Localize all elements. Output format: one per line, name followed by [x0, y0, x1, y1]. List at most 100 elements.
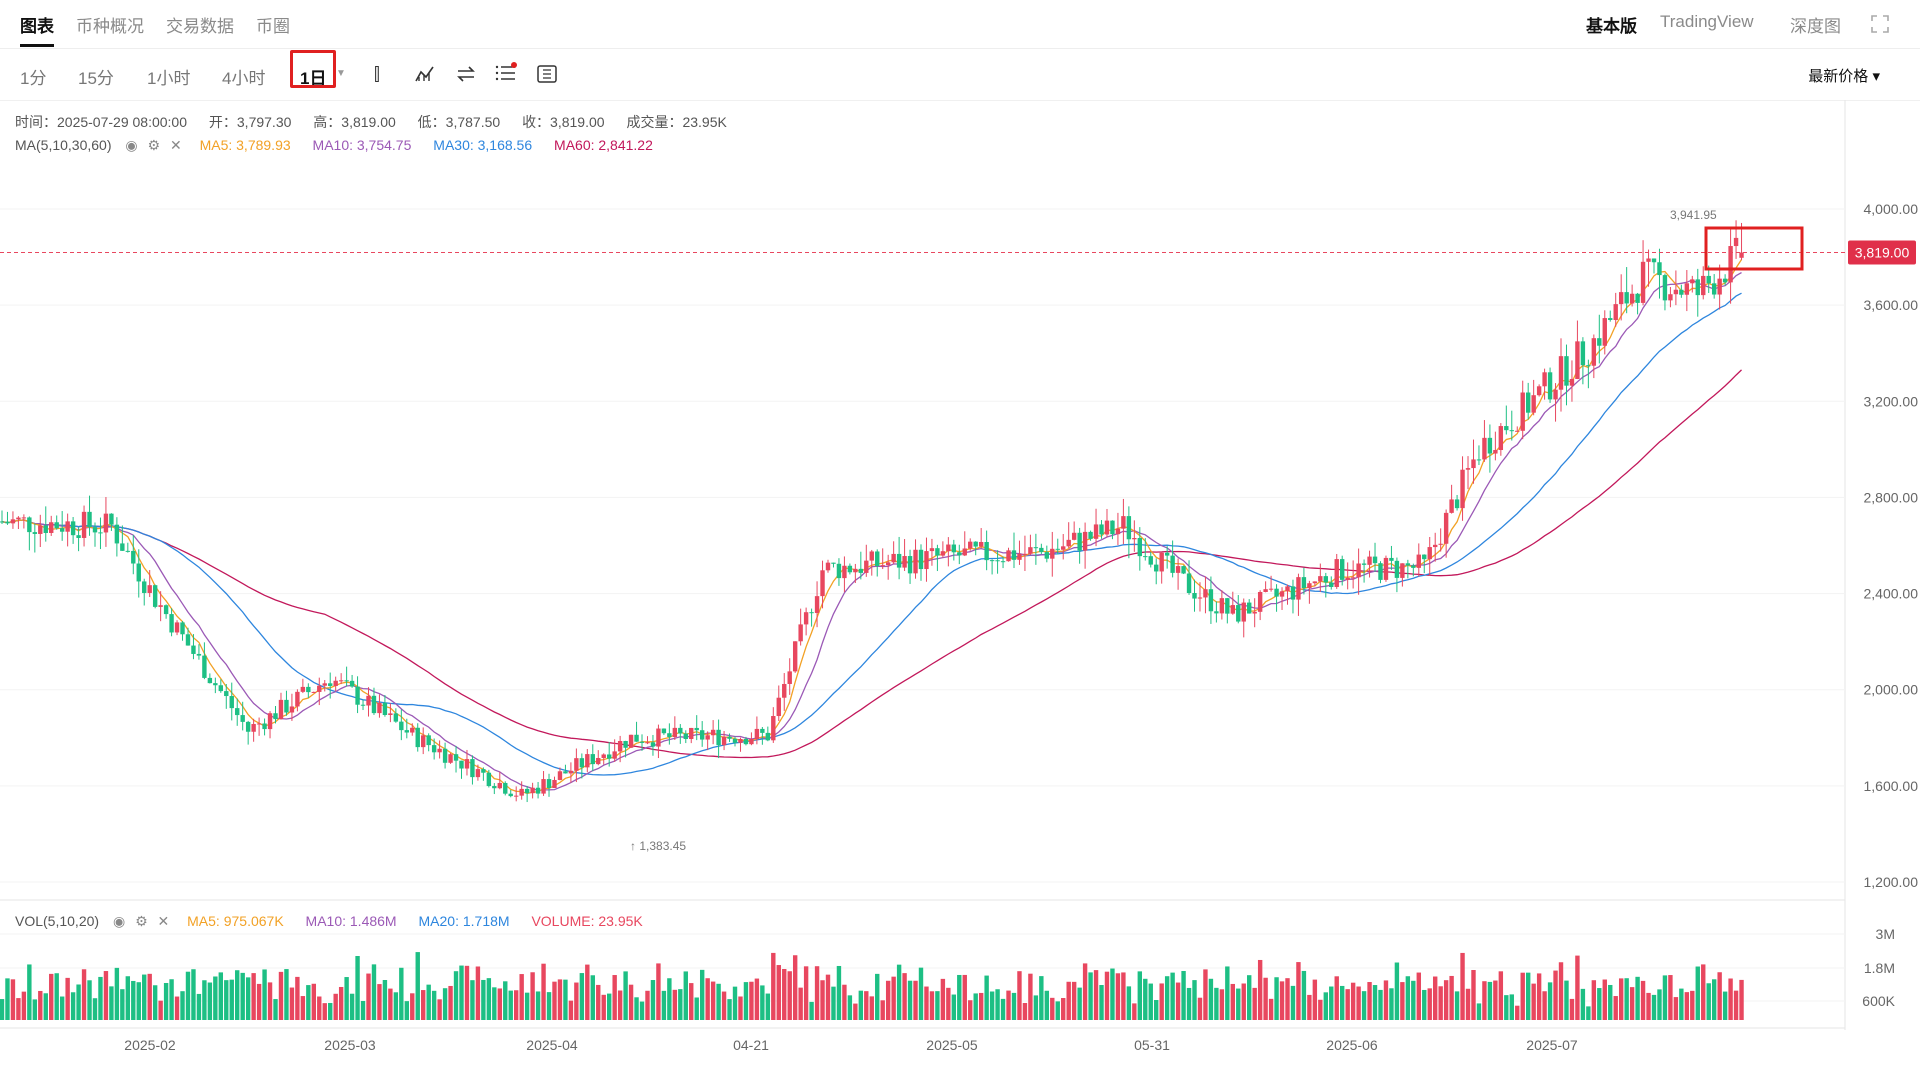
- interval-dropdown-icon[interactable]: ▼: [336, 68, 346, 79]
- fullscreen-icon[interactable]: [1870, 14, 1890, 34]
- volume-bar: [869, 996, 874, 1020]
- volume-bar: [1651, 994, 1657, 1020]
- candle-body: [672, 727, 678, 738]
- volume-bar: [1334, 976, 1339, 1020]
- time-tick: 2025-07: [1526, 1037, 1578, 1053]
- selected-interval-highlight: [290, 50, 336, 88]
- tab-tradingview[interactable]: TradingView: [1660, 12, 1754, 31]
- volume-bar: [38, 990, 43, 1020]
- settings-icon[interactable]: ⚙: [147, 137, 161, 153]
- candle-body: [1378, 563, 1383, 580]
- volume-bar: [853, 1003, 858, 1020]
- candle-body: [185, 634, 191, 646]
- price-type-select[interactable]: 最新价格 ▾: [1808, 68, 1880, 85]
- interval-15m[interactable]: 15分: [78, 69, 114, 88]
- candle-body: [1077, 532, 1082, 551]
- volume-bar: [120, 989, 125, 1020]
- volume-bar: [1132, 1003, 1137, 1020]
- candle-body: [1411, 565, 1416, 568]
- volume-bar: [1504, 995, 1509, 1020]
- interval-4h[interactable]: 4小时: [222, 69, 266, 88]
- candle-body: [1214, 611, 1219, 614]
- volume-bar: [1110, 968, 1115, 1020]
- eye-icon[interactable]: ◉: [125, 137, 138, 153]
- volume-bar: [782, 969, 787, 1020]
- tab-active-underline: [20, 44, 54, 47]
- candle-body: [1443, 512, 1449, 544]
- tab-coin-circle[interactable]: 币圈: [256, 17, 290, 36]
- price-axis: 4,000.00 3,600.00 3,200.00 2,800.00 2,400.00…: [0, 201, 1918, 1009]
- volume-bar: [968, 1000, 973, 1020]
- candle-body: [207, 677, 213, 684]
- candle-body: [694, 727, 699, 731]
- volume-bar: [656, 963, 661, 1020]
- volume-bar: [1104, 971, 1110, 1020]
- volume-bar: [1017, 971, 1022, 1020]
- candle-body: [1602, 318, 1607, 346]
- volume-bar: [634, 997, 639, 1020]
- candle-body: [426, 735, 431, 746]
- swap-icon[interactable]: [455, 64, 477, 84]
- candle-body: [229, 696, 234, 709]
- candle-body: [1345, 577, 1350, 580]
- candle-body: [978, 541, 984, 547]
- volume-bar: [0, 999, 5, 1020]
- interval-1h[interactable]: 1小时: [147, 69, 191, 88]
- candle-body: [109, 513, 114, 525]
- candle-body: [661, 728, 667, 734]
- candle-body: [1367, 556, 1372, 565]
- candle-body: [1646, 258, 1651, 262]
- candle-body: [989, 560, 995, 562]
- candle-body: [1416, 554, 1421, 568]
- candle-body: [1285, 586, 1290, 592]
- volume-bar: [924, 986, 929, 1020]
- ma60-value: MA60: 2,841.22: [554, 137, 653, 153]
- volume-bar: [1066, 981, 1071, 1020]
- vol-close-icon[interactable]: ✕: [157, 913, 170, 929]
- candle-body: [803, 612, 809, 625]
- close-icon[interactable]: ✕: [169, 137, 182, 153]
- volume-tick: 3M: [1876, 926, 1895, 942]
- volume-bar: [694, 997, 699, 1020]
- indicator-icon[interactable]: [414, 64, 436, 84]
- layout-icon[interactable]: [536, 64, 558, 84]
- vol-eye-icon[interactable]: ◉: [112, 913, 126, 929]
- candle-body: [667, 733, 672, 738]
- tab-chart[interactable]: 图表: [20, 17, 54, 36]
- candle-body: [585, 754, 590, 768]
- settings-list-icon[interactable]: [494, 62, 518, 84]
- candle-body: [541, 779, 546, 794]
- interval-1m[interactable]: 1分: [20, 69, 47, 88]
- ma30-line: [1, 292, 1742, 776]
- vol-settings-icon[interactable]: ⚙: [135, 913, 148, 929]
- candle-body: [1197, 597, 1203, 599]
- candle-type-icon[interactable]: ⫿: [374, 64, 380, 84]
- candle-body: [902, 556, 907, 568]
- volume-bar: [5, 978, 10, 1020]
- tab-depth[interactable]: 深度图: [1790, 17, 1841, 36]
- tab-basic[interactable]: 基本版: [1586, 17, 1637, 36]
- candle-body: [1427, 547, 1432, 560]
- candle-body: [962, 548, 967, 556]
- ma5-value: MA5: 3,789.93: [199, 137, 291, 153]
- candle-body: [1099, 524, 1104, 535]
- tab-coin-overview[interactable]: 币种概况: [76, 17, 144, 36]
- candle-body: [1192, 593, 1197, 599]
- candle-body: [16, 517, 21, 520]
- volume-bar: [623, 971, 628, 1020]
- time-tick: 2025-03: [324, 1037, 376, 1053]
- candle-body: [875, 551, 880, 566]
- candle-body: [1608, 318, 1613, 320]
- tab-trade-data[interactable]: 交易数据: [166, 17, 234, 36]
- volume-bar: [678, 989, 683, 1020]
- candle-body: [1482, 437, 1487, 460]
- candle-body: [158, 605, 163, 607]
- candle-body: [459, 760, 464, 769]
- volume-bar: [431, 990, 437, 1020]
- interval-1d[interactable]: 1日: [300, 69, 327, 88]
- candle-body: [355, 686, 360, 705]
- volume-bar: [1378, 989, 1383, 1020]
- candle-body: [1717, 278, 1722, 295]
- volume-bar: [842, 984, 847, 1020]
